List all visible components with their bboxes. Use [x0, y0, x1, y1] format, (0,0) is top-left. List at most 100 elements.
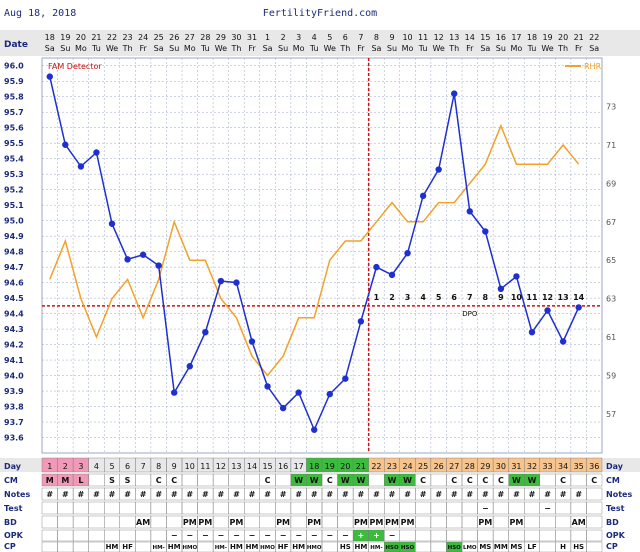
dpo-number-label: 2	[389, 293, 395, 302]
dpo-number-label: 12	[542, 293, 553, 302]
weekday-label: We	[432, 44, 444, 53]
cm-value: C	[265, 476, 271, 485]
test-value: −	[482, 504, 489, 513]
day-value: 26	[434, 462, 444, 471]
weekday-label: We	[324, 44, 336, 53]
notes-value: #	[404, 490, 411, 499]
opk-value: −	[311, 531, 318, 540]
day-value: 35	[574, 462, 584, 471]
bd-row-bg	[0, 516, 640, 528]
day-value: 7	[141, 462, 146, 471]
day-value: 32	[527, 462, 537, 471]
date-number-label: 19	[542, 33, 552, 42]
day-row-label-right: Day	[606, 462, 624, 471]
date-number-label: 31	[247, 33, 257, 42]
weekday-label: Th	[122, 44, 133, 53]
cp-value: HM	[354, 543, 367, 551]
bbt-point	[513, 273, 520, 280]
bbt-point	[373, 263, 380, 271]
bd-value: PM	[230, 518, 244, 527]
date-number-label: 22	[107, 33, 117, 42]
bbt-point	[311, 426, 318, 433]
day-value: 24	[402, 462, 412, 471]
date-number-label: 26	[169, 33, 179, 42]
cm-value: S	[125, 476, 131, 485]
bbt-point	[404, 249, 411, 257]
cm-value: C	[482, 476, 488, 485]
notes-value: #	[420, 490, 427, 499]
date-number-label: 11	[418, 33, 428, 42]
day-value: 3	[78, 462, 83, 471]
notes-value: #	[218, 490, 225, 499]
cm-value: W	[294, 476, 303, 485]
y-right-tick: 59	[606, 371, 616, 380]
cp-value: HM	[168, 543, 181, 551]
site-title[interactable]: FertilityFriend.com	[263, 8, 377, 19]
y-left-tick: 93.7	[4, 418, 24, 427]
cm-value: M	[61, 476, 69, 485]
y-left-tick: 95.3	[4, 170, 24, 179]
notes-value: #	[249, 490, 256, 499]
day-value: 22	[371, 462, 381, 471]
cp-value: HSO	[448, 545, 462, 551]
date-number-label: 5	[327, 33, 332, 42]
y-left-tick: 93.6	[4, 434, 24, 443]
bbt-point	[357, 318, 365, 325]
weekday-label: Fr	[139, 44, 147, 53]
day-value: 14	[247, 462, 257, 471]
opk-value: −	[233, 531, 240, 540]
bbt-point	[326, 390, 333, 398]
bd-value: PM	[401, 518, 415, 527]
cm-value: C	[451, 476, 457, 485]
day-value: 9	[172, 462, 177, 471]
date-number-label: 23	[122, 33, 132, 42]
weekday-label: Tu	[527, 44, 537, 53]
bbt-point	[77, 163, 85, 170]
y-right-tick: 57	[606, 410, 616, 419]
y-left-tick: 94.5	[4, 294, 24, 303]
bd-value: PM	[385, 518, 399, 527]
cm-value: W	[403, 476, 412, 485]
y-left-tick: 95.2	[4, 186, 24, 195]
cm-value: S	[109, 476, 115, 485]
notes-value: #	[373, 490, 380, 499]
cm-row-label-right: CM	[606, 476, 620, 485]
notes-value: #	[264, 490, 271, 499]
opk-value: −	[326, 531, 333, 540]
y-left-tick: 95.4	[4, 155, 24, 164]
notes-value: #	[482, 490, 489, 499]
date-number-label: 13	[449, 33, 459, 42]
dpo-number-label: 7	[467, 293, 473, 302]
notes-value: #	[326, 490, 333, 499]
opk-value: +	[373, 531, 380, 540]
dpo-number-label: 14	[573, 293, 585, 302]
notes-value: #	[202, 490, 209, 499]
opk-value: −	[295, 531, 302, 540]
bd-value: PM	[354, 518, 368, 527]
day-value: 13	[231, 462, 241, 471]
grid	[41, 57, 603, 454]
opk-value: +	[358, 531, 365, 540]
date-number-label: 6	[343, 33, 348, 42]
day-value: 31	[511, 462, 521, 471]
weekday-label: Th	[339, 44, 350, 53]
weekday-label: Mo	[184, 44, 196, 53]
weekday-label: Fr	[357, 44, 365, 53]
weekday-label: We	[541, 44, 553, 53]
weekday-label: Fr	[248, 44, 256, 53]
opk-row-bg	[0, 530, 640, 541]
dpo-label: DPO	[462, 310, 478, 318]
date-number-label: 3	[296, 33, 301, 42]
bbt-point	[482, 228, 489, 235]
date-number-label: 27	[185, 33, 195, 42]
date-row-label: Date	[4, 40, 28, 50]
y-right-tick: 61	[606, 333, 616, 342]
notes-value: #	[513, 490, 520, 499]
weekday-label: Su	[387, 44, 397, 53]
bbt-point	[155, 262, 162, 269]
notes-value: #	[78, 490, 85, 499]
dpo-number-label: 8	[483, 293, 489, 302]
day-cell	[586, 457, 603, 473]
bbt-point	[342, 375, 349, 382]
